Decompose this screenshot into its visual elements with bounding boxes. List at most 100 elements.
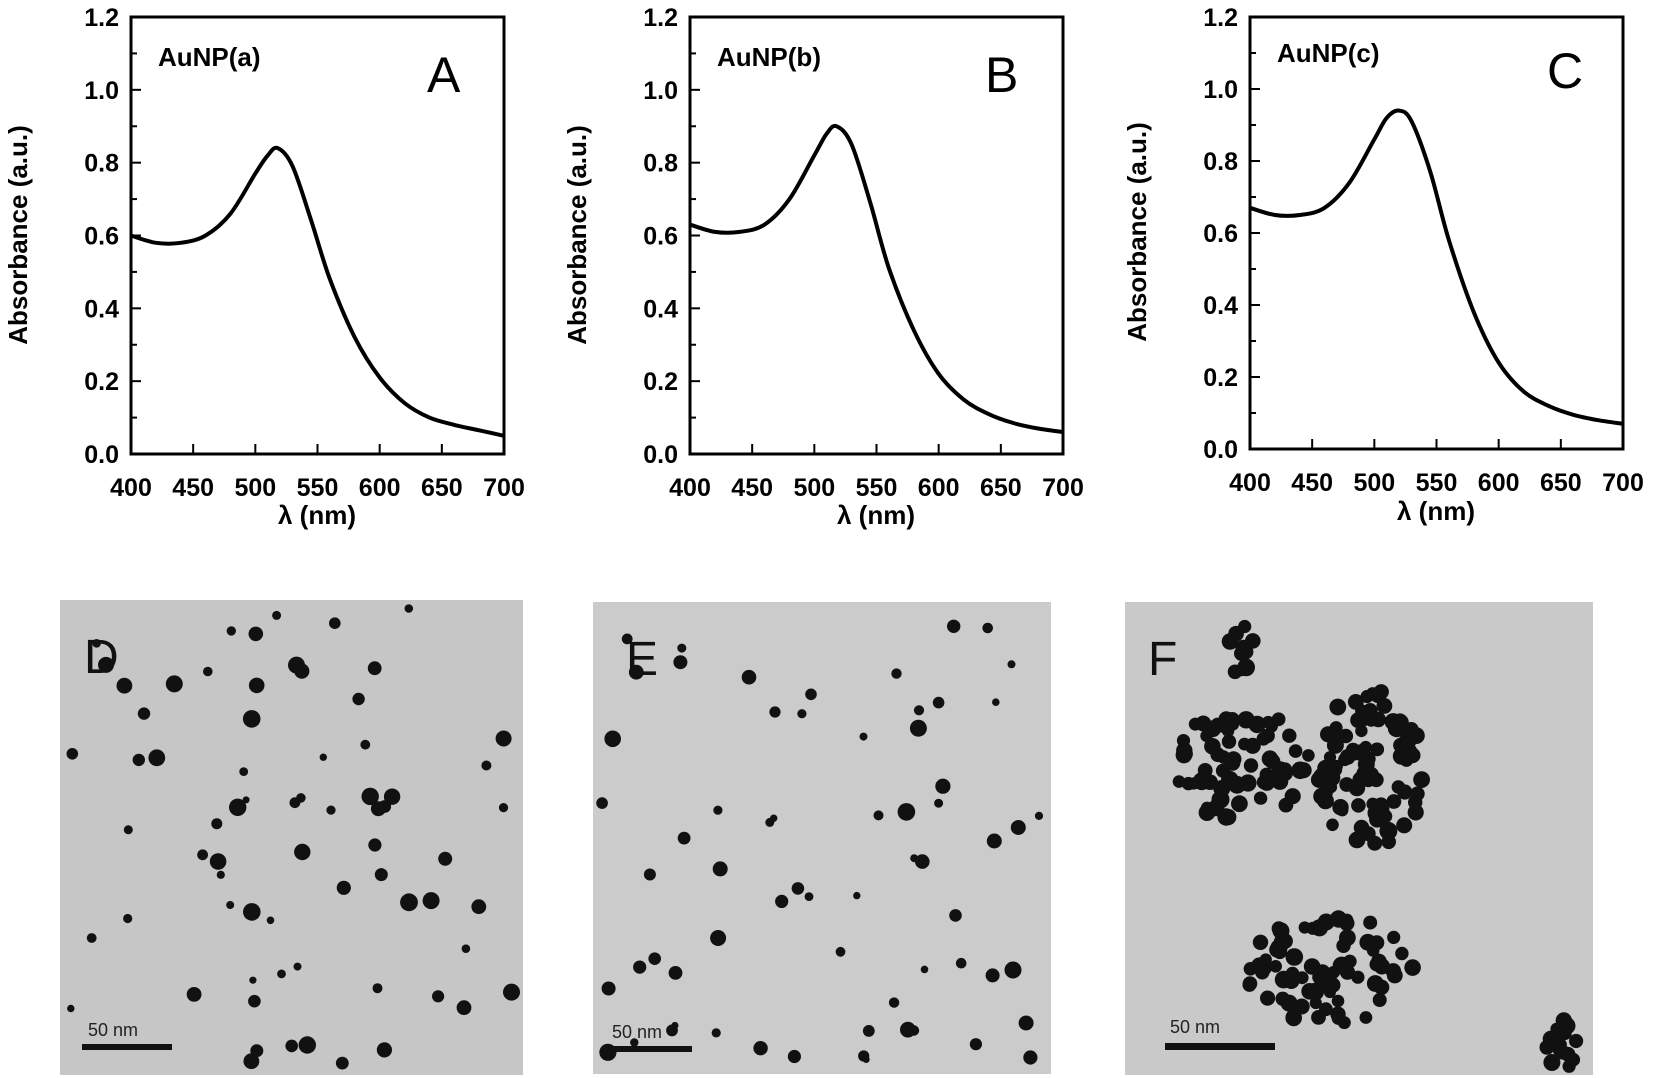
nanoparticle — [335, 1056, 349, 1070]
nanoparticle — [1260, 990, 1276, 1006]
nanoparticle — [243, 1053, 260, 1070]
nanoparticle — [376, 1042, 392, 1058]
nanoparticle — [1007, 660, 1016, 669]
absorbance-chart-b: AuNP(b) B λ (nm) Absorbance (a.u.) 0.0 0.… — [562, 4, 1084, 530]
nanoparticles — [1172, 619, 1584, 1073]
nanoparticle — [123, 913, 133, 924]
nanoparticle — [226, 626, 236, 636]
y-tick-label: 0.8 — [84, 150, 119, 178]
nanoparticle — [1366, 797, 1380, 811]
y-tick-label: 1.2 — [1203, 4, 1238, 32]
nanoparticle — [1363, 915, 1378, 930]
nanoparticle — [148, 749, 166, 767]
nanoparticle — [319, 753, 327, 761]
nanoparticle — [1239, 774, 1257, 792]
y-tick-label: 0.4 — [1203, 292, 1238, 320]
nanoparticle — [132, 753, 145, 767]
tem-image-e: 50 nm E — [593, 602, 1051, 1074]
x-tick-label: 450 — [1291, 469, 1333, 497]
x-axis-title: λ (nm) — [278, 500, 356, 530]
nanoparticle — [336, 880, 351, 895]
nanoparticle — [1332, 799, 1349, 816]
nanoparticle — [1366, 975, 1384, 992]
nanoparticle — [1331, 1011, 1346, 1025]
panel-letter: B — [985, 47, 1018, 103]
x-tick-label: 400 — [669, 474, 711, 502]
x-tick-label: 700 — [483, 474, 525, 502]
nanoparticle — [1293, 998, 1310, 1015]
nanoparticle — [1366, 944, 1380, 957]
nanoparticle — [404, 604, 414, 613]
x-tick-label: 450 — [731, 474, 773, 502]
nanoparticle — [226, 901, 235, 909]
nanoparticle — [643, 868, 656, 881]
nanoparticle — [633, 960, 647, 974]
nanoparticle — [1557, 1026, 1572, 1041]
nanoparticle — [352, 692, 365, 706]
nanoparticle — [711, 1028, 721, 1038]
panel-letter: F — [1148, 633, 1177, 686]
nanoparticle — [1238, 619, 1252, 634]
nanoparticle — [1569, 1033, 1584, 1049]
nanoparticle — [982, 622, 993, 634]
nanoparticle — [1034, 811, 1044, 821]
nanoparticle — [456, 1000, 472, 1016]
nanoparticle — [1172, 775, 1186, 788]
nanoparticle — [835, 946, 846, 957]
x-tick-label: 600 — [918, 474, 960, 502]
nanoparticle — [1221, 734, 1237, 749]
y-axis-title: Absorbance (a.u.) — [562, 125, 592, 345]
nanoparticle — [601, 981, 616, 996]
nanoparticle — [862, 1056, 870, 1063]
nanoparticle — [137, 707, 151, 720]
y-tick-label: 1.0 — [84, 77, 119, 105]
nanoparticle — [1400, 743, 1418, 760]
nanoparticle — [1238, 737, 1251, 751]
nanoparticle — [1242, 977, 1257, 992]
sample-label: AuNP(c) — [1277, 38, 1380, 68]
nanoparticle — [1365, 714, 1378, 727]
nanoparticle — [1369, 957, 1384, 972]
nanoparticle — [216, 870, 225, 879]
nanoparticle — [1397, 784, 1413, 800]
nanoparticle — [1285, 1009, 1302, 1027]
nanoparticle — [298, 1036, 316, 1054]
nanoparticle — [242, 710, 261, 728]
nanoparticle — [1275, 991, 1290, 1006]
nanoparticle — [1404, 959, 1421, 976]
nanoparticle — [1261, 750, 1279, 767]
nanoparticle — [1410, 786, 1425, 802]
y-tick-label: 1.2 — [643, 4, 678, 32]
nanoparticle — [897, 803, 916, 821]
tem-image-d: 50 nm D — [60, 600, 523, 1075]
nanoparticle — [1301, 983, 1318, 1000]
nanoparticle — [186, 987, 202, 1002]
y-tick-label: 1.2 — [84, 4, 119, 32]
nanoparticles — [66, 604, 520, 1070]
x-tick-label: 500 — [1353, 469, 1395, 497]
nanoparticle — [1325, 977, 1341, 993]
nanoparticle — [1370, 742, 1385, 757]
nanoparticle — [955, 957, 967, 969]
scale-bar-label: 50 nm — [88, 1020, 138, 1040]
nanoparticle — [628, 664, 644, 680]
nanoparticle — [243, 903, 261, 921]
nanoparticle — [1362, 766, 1380, 784]
nanoparticle — [1285, 948, 1304, 966]
nanoparticle — [1288, 744, 1303, 758]
nanoparticle — [992, 698, 1000, 706]
nanoparticle — [1413, 771, 1430, 788]
nanoparticle — [92, 639, 101, 648]
nanoparticle — [1291, 761, 1309, 780]
nanoparticle — [797, 709, 807, 719]
nanoparticle — [596, 797, 608, 809]
nanoparticle — [368, 838, 382, 852]
x-tick-label: 600 — [1478, 469, 1520, 497]
nanoparticle — [372, 983, 383, 994]
nanoparticle — [1221, 724, 1235, 738]
nanoparticle — [1256, 731, 1271, 746]
nanoparticle — [604, 730, 621, 748]
nanoparticle — [770, 814, 778, 822]
nanoparticle — [1376, 698, 1393, 714]
nanoparticle — [1217, 808, 1235, 826]
